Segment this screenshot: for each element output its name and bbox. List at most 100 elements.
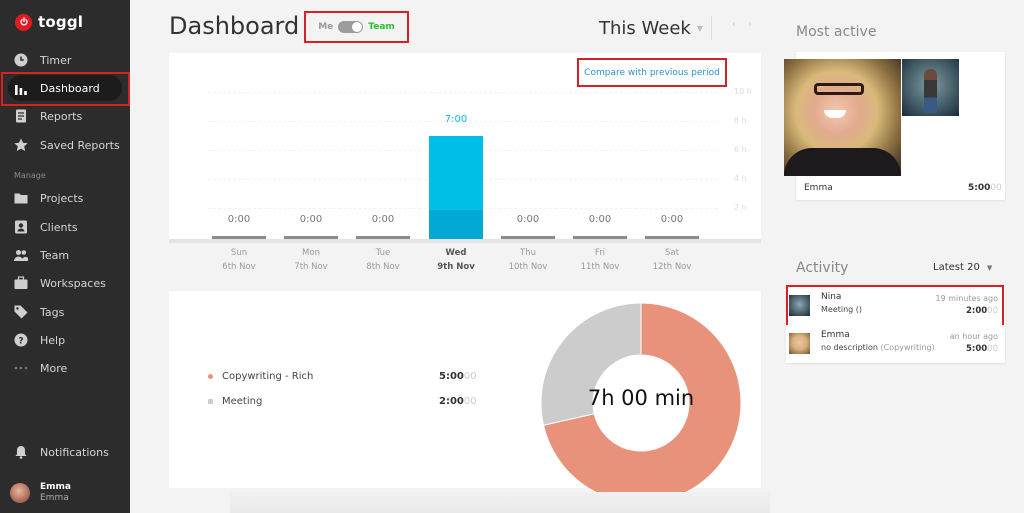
toggle-me-label[interactable]: Me xyxy=(318,22,334,32)
avatar xyxy=(789,333,810,354)
sidebar-item-dashboard[interactable]: Dashboard xyxy=(8,75,122,101)
donut-chart[interactable] xyxy=(541,303,741,503)
toggle-team-label[interactable]: Team xyxy=(368,22,395,32)
time-main: 5:00 xyxy=(968,183,991,193)
activity-description: no description (Copywriting) xyxy=(821,343,935,352)
page-title: Dashboard xyxy=(169,12,300,40)
toggl-logo[interactable]: toggl xyxy=(15,13,83,31)
time-main: 2:00 xyxy=(966,306,988,316)
team-icon xyxy=(14,248,28,262)
dashboard-highlight-box xyxy=(1,72,130,106)
photo-detail xyxy=(824,110,846,118)
legend-item-copywriting[interactable]: Copywriting - Rich xyxy=(208,371,313,382)
user-name: Emma xyxy=(40,482,71,492)
folder-icon xyxy=(14,191,28,205)
compare-previous-period-link[interactable]: Compare with previous period xyxy=(577,58,727,87)
day-name: Tue xyxy=(375,248,391,258)
day-name: Sun xyxy=(230,248,248,258)
most-active-title: Most active xyxy=(796,24,877,40)
day-name: Mon xyxy=(302,248,320,258)
activity-item[interactable]: Emma no description (Copywriting) an hou… xyxy=(786,325,1005,363)
sidebar-item-label: Dashboard xyxy=(40,81,100,95)
sidebar-item-label: Team xyxy=(40,248,70,262)
legend-time: 5:00 xyxy=(439,371,464,382)
sidebar-item-clients[interactable]: Clients xyxy=(8,214,122,240)
sidebar-item-timer[interactable]: Timer xyxy=(8,47,122,73)
sidebar-item-more[interactable]: More xyxy=(8,355,122,381)
day-date: 10th Nov xyxy=(508,262,548,272)
sidebar-item-help[interactable]: ? Help xyxy=(8,327,122,353)
me-team-toggle[interactable]: Me Team xyxy=(304,11,409,43)
sidebar-item-team[interactable]: Team xyxy=(8,242,122,268)
activity-description: Meeting () xyxy=(821,305,862,314)
period-dropdown[interactable]: This Week ▼ xyxy=(599,18,703,39)
header-divider xyxy=(711,16,712,40)
activity-duration: 2:0000 xyxy=(966,306,998,316)
sidebar-item-label: Timer xyxy=(40,53,72,67)
day-name: Thu xyxy=(520,248,536,258)
legend-time-seconds: 00 xyxy=(463,396,477,407)
chevron-left-icon[interactable]: ‹ xyxy=(732,19,736,30)
legend-label: Copywriting - Rich xyxy=(222,371,314,382)
sidebar-item-notifications[interactable]: Notifications xyxy=(8,439,122,465)
period-label: This Week xyxy=(599,18,691,39)
bell-icon xyxy=(14,445,28,459)
sidebar-item-label: Notifications xyxy=(40,445,109,459)
user-profile[interactable]: Emma Emma xyxy=(10,482,71,504)
sidebar-item-label: More xyxy=(40,361,68,375)
sidebar-item-tags[interactable]: Tags xyxy=(8,299,122,325)
activity-filter-dropdown[interactable]: Latest 20 ▼ xyxy=(933,262,992,273)
sidebar-item-projects[interactable]: Projects xyxy=(8,185,122,211)
activity-user-name: Nina xyxy=(821,292,842,302)
activity-time-ago: 19 minutes ago xyxy=(935,294,998,303)
star-icon xyxy=(14,138,28,152)
power-icon xyxy=(15,13,32,31)
top-user-photo[interactable] xyxy=(784,59,901,176)
gridline xyxy=(208,121,718,122)
client-card-icon xyxy=(14,220,28,234)
sidebar-item-label: Saved Reports xyxy=(40,138,120,152)
help-icon: ? xyxy=(14,333,28,347)
legend-item-meeting[interactable]: Meeting xyxy=(208,396,262,407)
legend-dot-icon xyxy=(208,374,213,379)
x-axis-band xyxy=(169,239,761,243)
activity-item[interactable]: Nina Meeting () 19 minutes ago 2:0000 xyxy=(786,287,1005,325)
sidebar-item-reports[interactable]: Reports xyxy=(8,103,122,129)
day-date: 12th Nov xyxy=(652,262,692,272)
activity-desc-text: Meeting () xyxy=(821,305,863,314)
bar-baseline xyxy=(573,236,627,240)
activity-title: Activity xyxy=(796,260,849,276)
photo-detail xyxy=(924,69,937,113)
bar-chart-icon xyxy=(14,81,28,95)
bar-value: 0:00 xyxy=(371,214,395,225)
bar-wed[interactable] xyxy=(429,136,483,240)
manage-section-label: Manage xyxy=(14,171,46,180)
toggle-switch[interactable] xyxy=(338,21,364,33)
bar-segment xyxy=(429,210,483,240)
x-label-mon: Mon 7th Nov xyxy=(284,246,338,274)
bar-baseline xyxy=(212,236,266,240)
second-user-photo[interactable] xyxy=(902,59,959,116)
chevron-right-icon[interactable]: › xyxy=(748,19,752,30)
activity-time-ago: an hour ago xyxy=(949,332,998,341)
legend-value: 5:0000 xyxy=(439,371,477,382)
x-label-fri: Fri 11th Nov xyxy=(573,246,627,274)
donut-slice-meeting[interactable] xyxy=(541,303,642,426)
day-name: Sat xyxy=(665,248,679,258)
bar-baseline xyxy=(645,236,699,240)
donut-slice-copywriting[interactable] xyxy=(542,303,741,503)
legend-time: 2:00 xyxy=(439,396,464,407)
sidebar-item-saved-reports[interactable]: Saved Reports xyxy=(8,132,122,158)
day-date: 9th Nov xyxy=(437,262,475,272)
bar-baseline xyxy=(284,236,338,240)
sidebar-item-workspaces[interactable]: Workspaces xyxy=(8,270,122,296)
bar-value: 0:00 xyxy=(660,214,684,225)
legend-label: Meeting xyxy=(222,396,263,407)
day-name: Fri xyxy=(594,248,606,258)
photo-detail xyxy=(784,148,901,176)
activity-desc-text: no description xyxy=(821,343,878,352)
sidebar: toggl Timer Dashboard Reports Saved Repo… xyxy=(0,0,130,513)
most-active-name: Emma xyxy=(804,183,833,193)
tag-icon xyxy=(14,305,28,319)
sidebar-item-label: Clients xyxy=(40,220,78,234)
